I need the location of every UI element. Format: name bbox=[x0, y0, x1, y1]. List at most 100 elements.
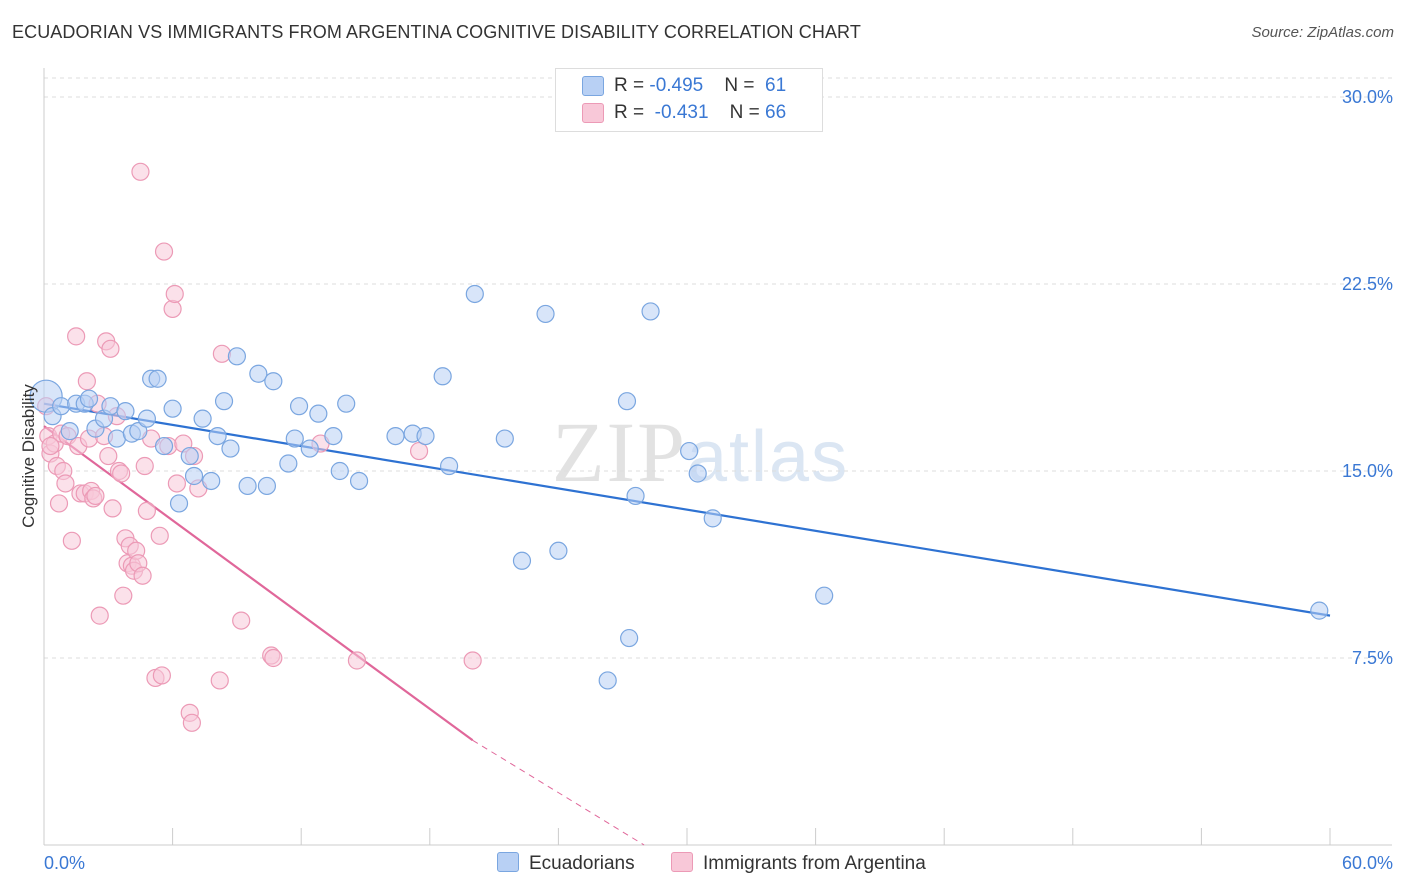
point-ecuadorian bbox=[221, 439, 240, 458]
point-ecuadorian bbox=[285, 429, 304, 448]
point-ecuadorian bbox=[626, 486, 645, 506]
point-argentina bbox=[232, 611, 251, 630]
watermark-atlas: atlas bbox=[687, 417, 850, 497]
point-ecuadorian bbox=[680, 441, 699, 461]
bottom-legend-swatch-blue bbox=[497, 852, 519, 872]
point-argentina bbox=[133, 566, 152, 585]
point-argentina bbox=[41, 436, 60, 456]
point-ecuadorian bbox=[324, 426, 343, 446]
point-ecuadorian bbox=[249, 364, 268, 383]
watermark: ZIPatlas bbox=[552, 402, 849, 502]
point-argentina bbox=[167, 474, 186, 493]
point-ecuadorian bbox=[495, 429, 514, 448]
point-ecuadorian bbox=[257, 476, 277, 496]
tick-labels: 7.5% 15.0% 22.5% 30.0% 0.0% 60.0% Cognitive Di… bbox=[19, 87, 1393, 873]
x-tick-label: 0.0% bbox=[44, 853, 85, 873]
point-argentina bbox=[56, 474, 75, 493]
legend-swatch-blue bbox=[582, 76, 604, 96]
series-argentina bbox=[37, 162, 482, 732]
legend-r-label: R = bbox=[614, 75, 650, 96]
point-ecuadorian bbox=[598, 671, 617, 690]
legend-swatch-pink bbox=[582, 103, 604, 123]
x-tick-label: 60.0% bbox=[1342, 853, 1393, 873]
point-ecuadorian bbox=[1310, 601, 1329, 620]
point-ecuadorian bbox=[536, 304, 555, 324]
point-argentina bbox=[150, 526, 169, 545]
legend-n-label: N = bbox=[724, 75, 760, 96]
point-argentina bbox=[90, 606, 109, 625]
point-argentina bbox=[163, 299, 182, 319]
point-argentina bbox=[77, 372, 96, 391]
point-ecuadorian bbox=[227, 347, 246, 366]
point-argentina bbox=[112, 464, 131, 483]
axes bbox=[43, 68, 1392, 846]
point-argentina bbox=[114, 586, 133, 605]
point-ecuadorian bbox=[129, 422, 148, 441]
y-tick-label: 15.0% bbox=[1342, 461, 1393, 481]
point-argentina bbox=[67, 327, 86, 346]
legend-n-value: 66 bbox=[765, 102, 787, 123]
point-ecuadorian bbox=[180, 446, 199, 466]
point-ecuadorian bbox=[289, 397, 309, 416]
bottom-legend-argentina[interactable]: Immigrants from Argentina bbox=[671, 852, 926, 875]
point-argentina bbox=[154, 242, 174, 261]
point-ecuadorian bbox=[193, 409, 212, 428]
stats-legend: R = -0.495 N = 61 R = -0.431 N = 66 bbox=[555, 68, 823, 132]
bottom-legend-swatch-pink bbox=[671, 852, 693, 872]
point-argentina bbox=[347, 651, 367, 670]
bottom-legend-label: Ecuadorians bbox=[529, 853, 635, 874]
point-ecuadorian bbox=[154, 436, 174, 456]
point-ecuadorian bbox=[107, 429, 126, 448]
point-ecuadorian bbox=[264, 372, 283, 391]
legend-n-label: N = bbox=[729, 102, 766, 123]
point-ecuadorian bbox=[184, 466, 204, 486]
point-argentina bbox=[62, 531, 81, 550]
point-argentina bbox=[264, 648, 283, 668]
point-argentina bbox=[99, 446, 118, 466]
point-ecuadorian bbox=[703, 509, 722, 528]
point-argentina bbox=[212, 344, 231, 363]
point-ecuadorian bbox=[433, 367, 452, 386]
point-ecuadorian bbox=[101, 397, 120, 416]
point-ecuadorian bbox=[617, 392, 637, 411]
point-ecuadorian bbox=[815, 586, 834, 605]
series-ecuadorians bbox=[29, 284, 1329, 690]
point-ecuadorian bbox=[279, 454, 298, 473]
point-ecuadorian bbox=[163, 399, 182, 418]
bottom-legend-ecuadorians[interactable]: Ecuadorians bbox=[497, 852, 635, 875]
point-ecuadorian bbox=[137, 409, 156, 428]
point-ecuadorian bbox=[688, 464, 707, 483]
point-argentina bbox=[86, 486, 105, 506]
point-argentina bbox=[210, 671, 229, 690]
trendline-argentina-extrapolated bbox=[472, 739, 645, 846]
point-ecuadorian bbox=[148, 369, 167, 388]
point-argentina bbox=[409, 441, 429, 461]
legend-r-value: -0.495 bbox=[649, 75, 704, 96]
source-label: Source: ZipAtlas.com bbox=[1251, 24, 1394, 41]
point-argentina bbox=[131, 162, 150, 181]
point-ecuadorian bbox=[330, 461, 349, 481]
point-ecuadorian bbox=[439, 456, 459, 476]
chart-title: ECUADORIAN VS IMMIGRANTS FROM ARGENTINA … bbox=[12, 22, 861, 42]
point-ecuadorian bbox=[202, 471, 221, 491]
point-ecuadorian bbox=[52, 397, 71, 416]
y-tick-label: 30.0% bbox=[1342, 87, 1393, 107]
trendline-argentina bbox=[43, 425, 474, 742]
point-ecuadorian bbox=[309, 404, 328, 423]
point-argentina bbox=[103, 499, 122, 518]
point-ecuadorian bbox=[300, 439, 319, 458]
gridlines bbox=[44, 77, 1392, 659]
point-ecuadorian bbox=[116, 402, 135, 421]
point-argentina bbox=[152, 666, 171, 685]
point-argentina bbox=[101, 339, 120, 358]
y-tick-label: 7.5% bbox=[1352, 648, 1393, 668]
legend-r-label: R = bbox=[614, 102, 650, 123]
point-argentina bbox=[463, 651, 482, 670]
point-ecuadorian bbox=[238, 476, 257, 496]
watermark-zip: ZIP bbox=[552, 404, 687, 500]
point-ecuadorian bbox=[641, 302, 660, 321]
point-ecuadorian bbox=[208, 426, 227, 446]
point-ecuadorian bbox=[169, 494, 189, 513]
bottom-legend-label: Immigrants from Argentina bbox=[703, 853, 926, 874]
